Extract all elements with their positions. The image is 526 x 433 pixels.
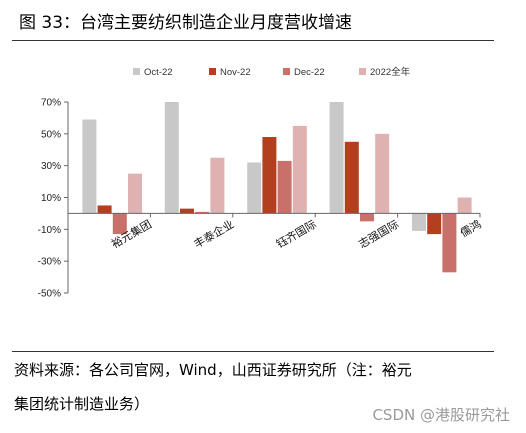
bar	[427, 213, 442, 235]
bar	[344, 141, 359, 214]
y-tick-label: 70%	[41, 98, 61, 109]
bar	[262, 137, 277, 214]
source-note-line2: 集团统计制造业务）	[14, 395, 150, 413]
figure-title: 图 33：台湾主要纺织制造企业月度营收增速	[19, 13, 353, 33]
bar	[360, 213, 374, 222]
top-rule	[12, 40, 494, 41]
y-tick-label: 10%	[41, 193, 61, 204]
legend-label: 2022全年	[370, 66, 411, 78]
bar-chart: Oct-22 Nov-22 Dec-22 2022全年 70% 50% 30% 10% -10…	[38, 66, 484, 300]
bar	[97, 205, 112, 214]
x-category-label: 儒鸿	[457, 217, 483, 240]
bottom-rule	[12, 351, 494, 352]
bar	[128, 173, 142, 214]
bar	[292, 125, 307, 214]
legend-label: Nov-22	[220, 67, 251, 78]
y-tick-label: 50%	[41, 129, 61, 140]
legend-label: Oct-22	[144, 67, 173, 78]
bar	[112, 213, 127, 235]
y-tick-label: -10%	[38, 225, 61, 236]
x-category-label: 丰泰企业	[191, 217, 236, 251]
y-tick-label: -30%	[38, 257, 61, 268]
bar	[247, 162, 262, 214]
bar	[180, 208, 194, 214]
bar	[457, 197, 472, 214]
legend-swatch	[133, 68, 140, 75]
legend-swatch	[283, 68, 290, 75]
bar	[195, 211, 210, 214]
y-tick-label: -50%	[38, 289, 61, 300]
bar	[82, 119, 97, 214]
y-axis: 70% 50% 30% 10% -10% -30% -50%	[38, 98, 69, 300]
bars	[82, 102, 472, 273]
bar	[164, 102, 179, 214]
bar	[412, 213, 426, 231]
bar	[210, 157, 225, 214]
x-category-label: 志强国际	[356, 218, 401, 251]
bar	[329, 102, 344, 214]
chart-legend: Oct-22 Nov-22 Dec-22 2022全年	[133, 66, 411, 78]
y-tick-label: 30%	[41, 161, 61, 172]
legend-label: Dec-22	[294, 67, 325, 78]
source-note-line1: 资料来源：各公司官网，Wind，山西证券研究所（注：裕元	[14, 361, 412, 379]
x-category-label: 钰齐国际	[274, 217, 319, 251]
bar	[277, 160, 292, 214]
bar	[375, 133, 390, 214]
legend-swatch	[359, 68, 366, 75]
watermark: CSDN @港股研究社	[372, 406, 510, 424]
bar	[442, 213, 457, 273]
legend-swatch	[209, 68, 216, 75]
